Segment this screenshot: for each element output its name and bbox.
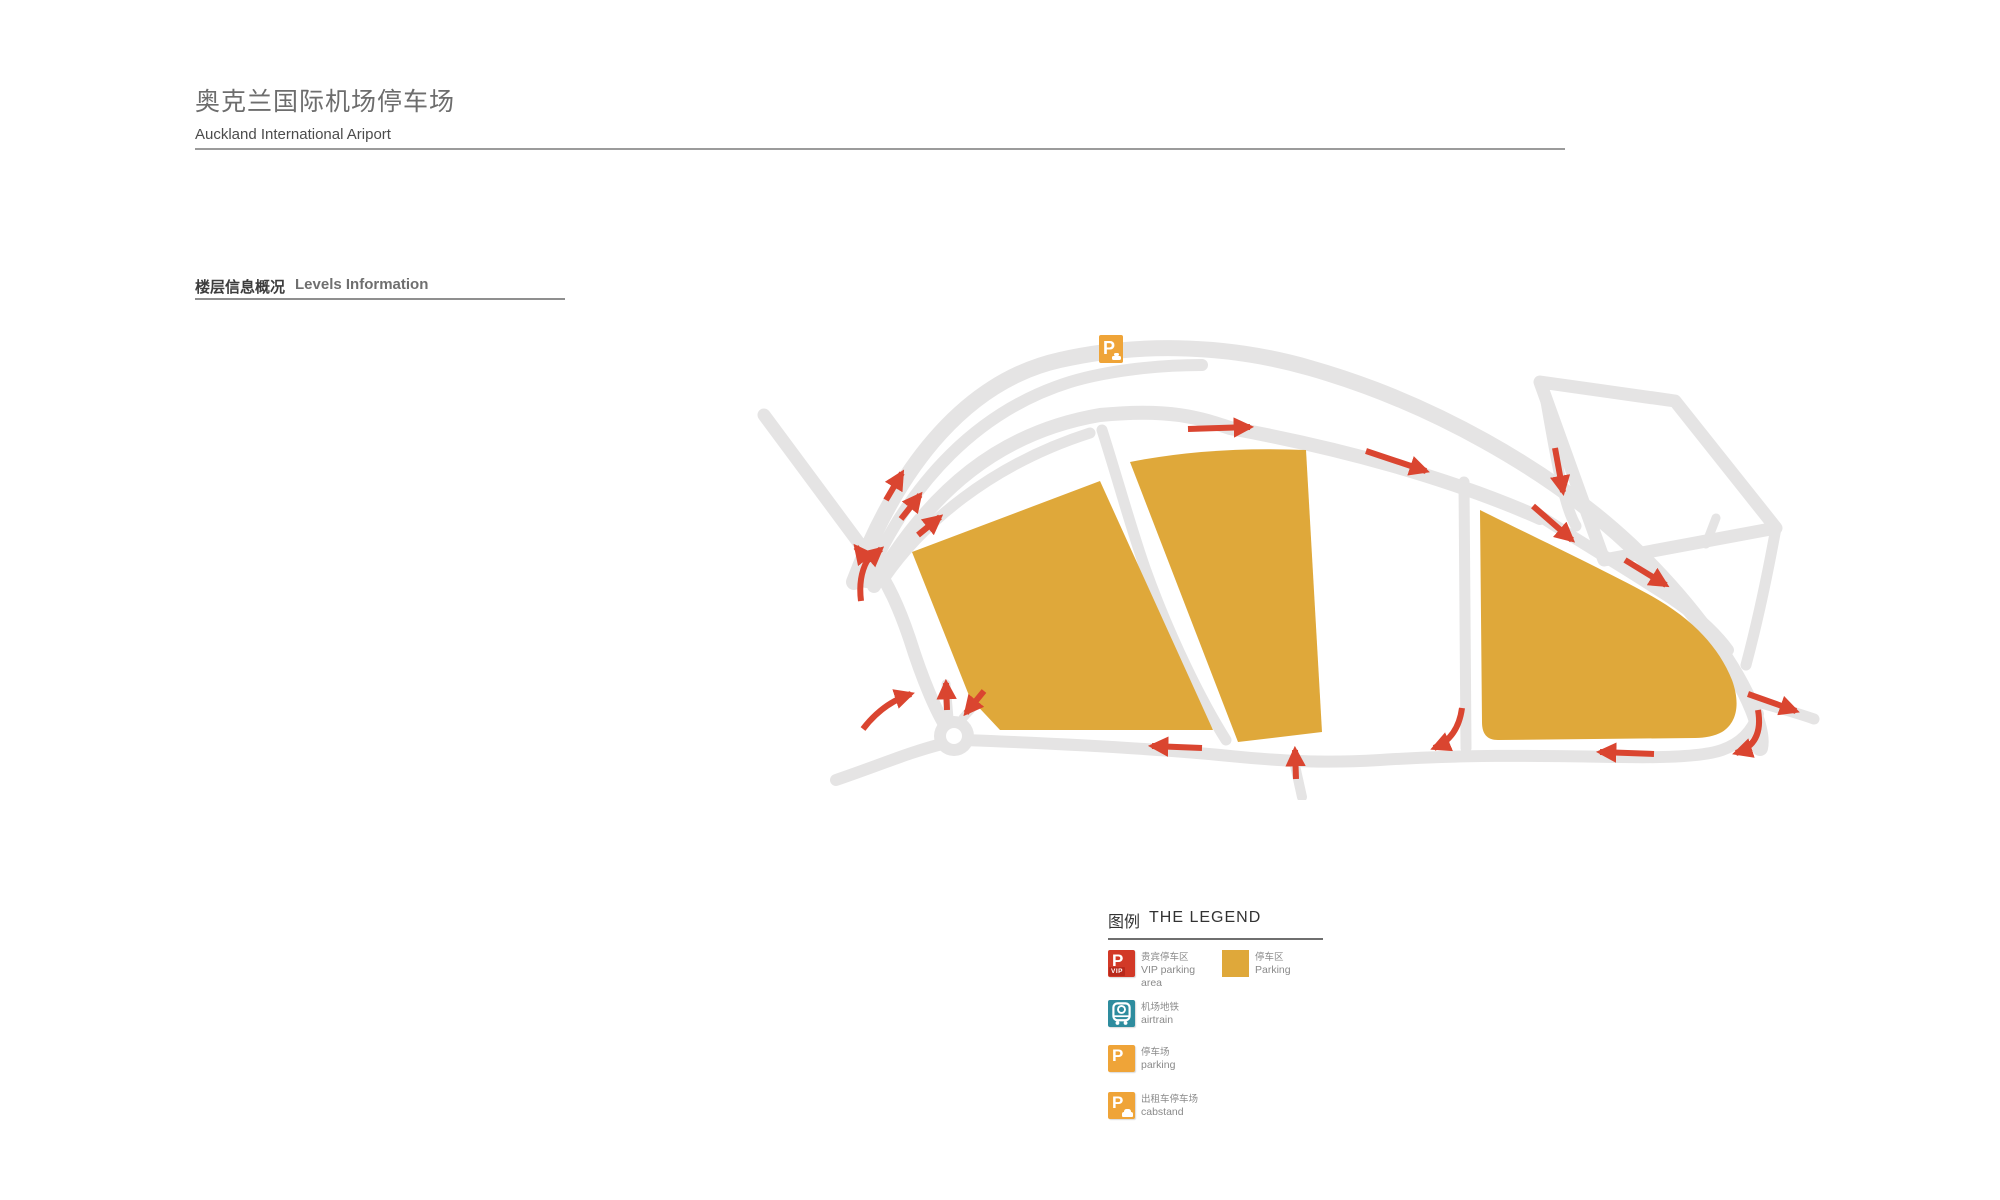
page-subtitle: Auckland International Ariport xyxy=(195,126,391,143)
flow-arrow-exit-right xyxy=(1746,691,1800,716)
train-glyph xyxy=(1112,1002,1131,1025)
road-outer-loop xyxy=(846,340,1769,756)
legend-label-cn: 出租车停车场 xyxy=(1141,1094,1199,1105)
legend-item-parking: P 停车场 parking xyxy=(1108,1045,1218,1073)
legend-label-en: parking xyxy=(1141,1058,1176,1071)
legend-item-parking-area: 停车区 Parking xyxy=(1222,950,1322,978)
car-glyph xyxy=(1122,1109,1133,1117)
flow-arrow-bottom-east xyxy=(1595,742,1655,763)
airtrain-icon xyxy=(1108,1000,1135,1027)
flow-arrow-junction-1 xyxy=(883,469,905,502)
legend-label-en: airtrain xyxy=(1141,1013,1174,1026)
roundabout-island xyxy=(946,728,962,744)
cabstand-sign-p-letter: P xyxy=(1103,338,1115,358)
section-label-en: Levels Information xyxy=(295,276,429,293)
parking-area-swatch xyxy=(1222,950,1249,977)
legend-label-en: VIP parking area xyxy=(1141,963,1196,989)
road-bottom-left-segment xyxy=(830,738,948,786)
header-rule xyxy=(195,148,1565,150)
legend-item-vip-parking: P VIP 贵宾停车区 VIP parking area xyxy=(1108,950,1218,989)
legend-title-cn: 图例 xyxy=(1108,914,1141,931)
flow-arrow-top-road-1 xyxy=(1187,417,1255,438)
parking-icon: P xyxy=(1108,1045,1135,1072)
legend-item-airtrain: 机场地铁 airtrain xyxy=(1108,1000,1218,1028)
road-divider-lot1-lot2 xyxy=(1096,424,1232,746)
road-quad-notch xyxy=(1701,513,1721,549)
cabstand-icon: P xyxy=(1108,1092,1135,1119)
legend-rule xyxy=(1108,938,1323,940)
flow-arrow-roundabout-in xyxy=(963,689,987,717)
flow-arrow-lot3-left-turn xyxy=(1430,707,1465,752)
cabstand-sign-car-body xyxy=(1112,356,1121,360)
flow-arrow-center-entry xyxy=(1285,745,1306,780)
cabstand-p-letter: P xyxy=(1112,1093,1124,1112)
flow-arrow-quad-descent xyxy=(1550,447,1571,497)
parking-lot-east xyxy=(1480,510,1737,740)
flow-arrow-junction-3 xyxy=(916,514,944,538)
flow-arrow-top-road-2 xyxy=(1365,448,1430,476)
parking-lots xyxy=(912,449,1737,742)
flow-arrow-lot3-approach xyxy=(1531,503,1576,543)
flow-arrows xyxy=(853,417,1800,780)
flow-arrow-lot3-top xyxy=(1623,557,1670,588)
flow-arrow-junction-2 xyxy=(898,491,923,521)
vip-parking-icon: P VIP xyxy=(1108,950,1135,977)
cabstand-sign-car-roof xyxy=(1114,353,1119,356)
road-quad-corner-tail xyxy=(1740,522,1782,671)
section-rule xyxy=(195,298,565,300)
parking-lot-center xyxy=(1130,449,1322,742)
legend-label-cn: 机场地铁 xyxy=(1141,1002,1180,1013)
flow-arrow-fork-right xyxy=(861,546,885,568)
road-divider-lot2-lot3 xyxy=(1458,476,1472,754)
cabstand-map-sign: P xyxy=(1099,335,1123,363)
legend-label-cn: 停车场 xyxy=(1141,1047,1170,1058)
flow-arrow-roundabout-curve xyxy=(860,689,915,731)
legend-item-cabstand: P 出租车停车场 cabstand xyxy=(1108,1092,1238,1120)
airport-parking-map: P xyxy=(757,335,1820,800)
page-title: 奥克兰国际机场停车场 xyxy=(195,88,456,116)
section-label-cn: 楼层信息概况 xyxy=(195,279,286,296)
legend-title-en: THE LEGEND xyxy=(1149,909,1262,926)
legend-label-en: cabstand xyxy=(1141,1105,1184,1118)
vip-p-letter: P xyxy=(1112,951,1124,970)
road-lot1-top xyxy=(876,427,1096,588)
parking-p-letter: P xyxy=(1112,1046,1124,1065)
legend-label-cn: 停车区 xyxy=(1255,952,1284,963)
flow-arrow-roundabout-up xyxy=(936,678,957,711)
legend-label-cn: 贵宾停车区 xyxy=(1141,952,1189,963)
vip-tag: VIP xyxy=(1109,967,1125,976)
legend-label-en: Parking xyxy=(1255,963,1291,976)
parking-lot-west xyxy=(912,481,1213,730)
flow-arrow-bottom-west xyxy=(1147,736,1203,757)
flow-arrow-corner-turn xyxy=(1732,709,1762,758)
